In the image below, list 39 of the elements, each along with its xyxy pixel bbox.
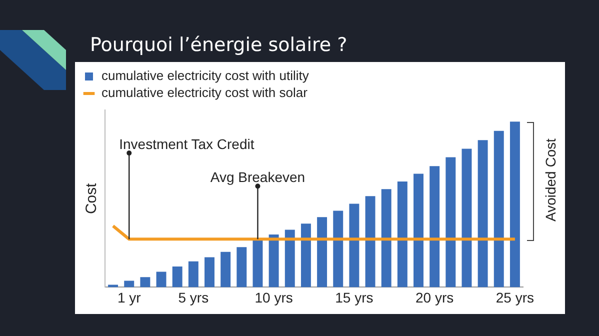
bar [204, 257, 214, 288]
legend-label: cumulative electricity cost with utility [102, 68, 310, 84]
bar [414, 174, 424, 288]
bar [462, 148, 472, 288]
bar [349, 204, 360, 288]
chart-title: Pourquoi l’énergie solaire ? [90, 34, 348, 56]
x-tick-label: 10 yrs [254, 289, 293, 306]
bar [236, 247, 247, 288]
y-axis-title: Cost [83, 182, 100, 214]
bar [140, 277, 150, 288]
bar [172, 266, 182, 288]
bar [365, 196, 376, 288]
bar [333, 210, 344, 288]
bar [220, 252, 231, 288]
bar [494, 130, 504, 288]
text: Avoided Cost [542, 138, 559, 222]
x-tick-label: 15 yrs [335, 289, 374, 306]
bar [252, 239, 263, 288]
bar [510, 122, 520, 288]
bar [124, 280, 134, 288]
bar [381, 189, 392, 288]
bar [188, 261, 198, 288]
x-tick-label: 1 yr [117, 289, 142, 306]
bar [156, 272, 166, 288]
annotation: Investment Tax Credit [119, 136, 254, 152]
x-tick-label: 20 yrs [416, 289, 454, 306]
x-tick-label: 5 yrs [178, 289, 209, 306]
bar [284, 230, 295, 288]
bar [430, 166, 440, 288]
x-tick-label: 25 yrs [496, 289, 534, 306]
bar [397, 182, 408, 288]
bar [108, 284, 118, 288]
bar [317, 217, 328, 288]
bar [268, 234, 279, 288]
bar [478, 140, 488, 288]
annotation: Avg Breakeven [210, 169, 306, 186]
bar [300, 224, 311, 288]
legend-label: cumulative electricity cost with solar [102, 85, 308, 100]
bar [446, 157, 456, 288]
